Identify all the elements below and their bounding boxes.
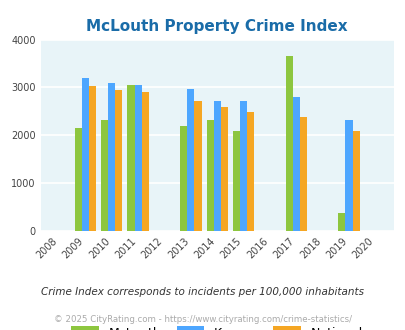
Bar — [89, 85, 96, 231]
Bar — [239, 101, 247, 231]
Bar — [75, 128, 82, 231]
Bar — [194, 101, 201, 231]
Text: © 2025 CityRating.com - https://www.cityrating.com/crime-statistics/: © 2025 CityRating.com - https://www.city… — [54, 315, 351, 324]
Bar — [285, 56, 292, 231]
Bar — [247, 112, 254, 231]
Bar — [187, 89, 194, 231]
Bar — [206, 119, 213, 231]
Bar — [180, 126, 187, 231]
Bar — [108, 83, 115, 231]
Bar — [232, 131, 239, 231]
Bar — [213, 101, 220, 231]
Title: McLouth Property Crime Index: McLouth Property Crime Index — [86, 19, 347, 34]
Bar — [82, 78, 89, 231]
Bar — [292, 97, 299, 231]
Bar — [299, 117, 306, 231]
Bar — [101, 119, 108, 231]
Bar — [337, 213, 345, 231]
Bar — [220, 107, 227, 231]
Bar — [141, 92, 149, 231]
Bar — [127, 85, 134, 231]
Bar — [345, 120, 352, 231]
Bar — [115, 90, 122, 231]
Bar — [352, 131, 359, 231]
Text: Crime Index corresponds to incidents per 100,000 inhabitants: Crime Index corresponds to incidents per… — [41, 287, 364, 297]
Bar — [134, 84, 141, 231]
Legend: McLouth, Kansas, National: McLouth, Kansas, National — [66, 321, 367, 330]
